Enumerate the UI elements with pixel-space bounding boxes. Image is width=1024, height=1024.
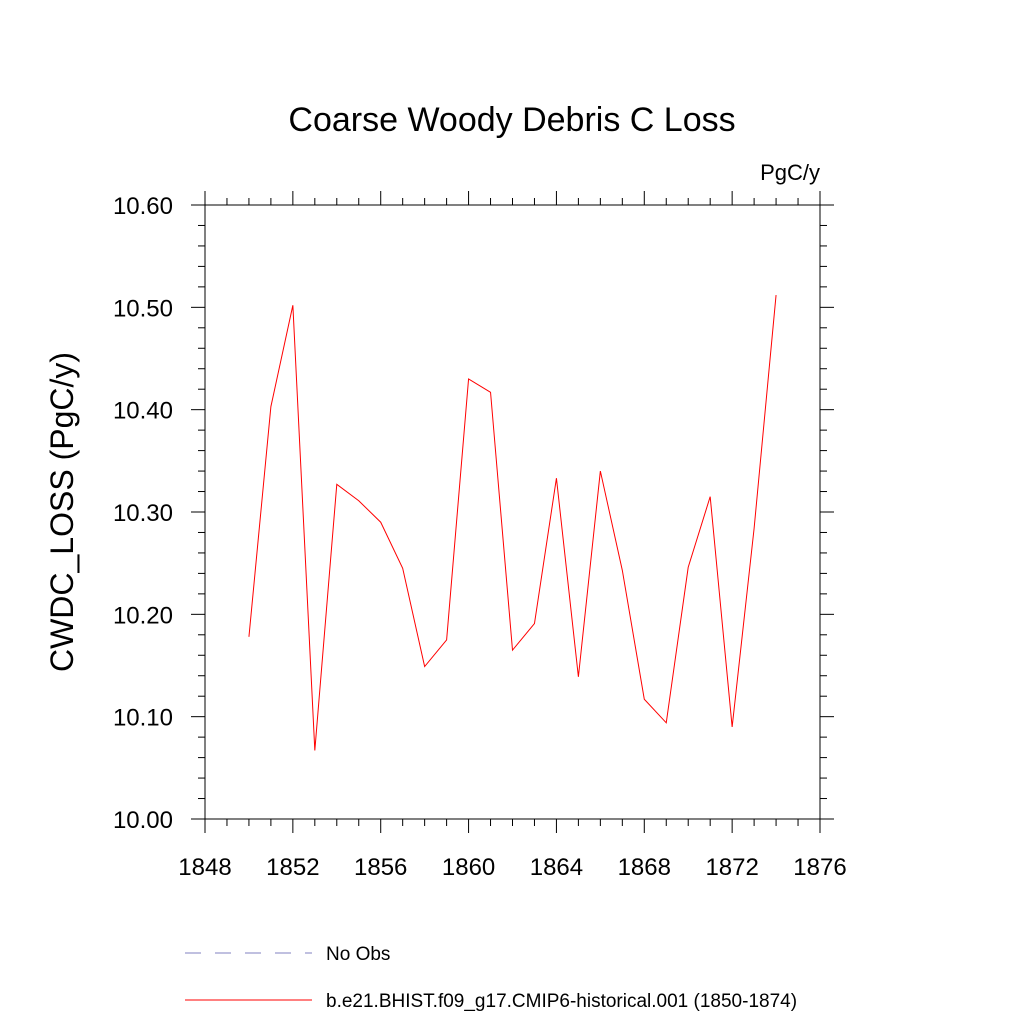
axes: 1848 1852 1856 1860 1864 1868 1872 1876 10.00 10.…: [113, 191, 847, 881]
x-tick-label: 1864: [530, 854, 583, 881]
legend: No Obs b.e21.BHIST.f09_g17.CMIP6-historic…: [185, 944, 797, 1012]
x-tick-label: 1872: [705, 854, 758, 881]
y-tick-label: 10.20: [113, 602, 173, 629]
chart-title: Coarse Woody Debris C Loss: [288, 101, 735, 139]
x-tick-label: 1852: [266, 854, 319, 881]
x-tick-label: 1868: [618, 854, 671, 881]
x-tick-label: 1860: [442, 854, 495, 881]
series-line: [248, 295, 777, 751]
series-group: [248, 295, 777, 751]
y-tick-label: 10.60: [113, 193, 173, 220]
y-tick-label: 10.30: [113, 500, 173, 527]
units-label: PgC/y: [760, 160, 820, 185]
y-tick-label: 10.50: [113, 295, 173, 322]
y-tick-label: 10.40: [113, 398, 173, 425]
legend-label: b.e21.BHIST.f09_g17.CMIP6-historical.001…: [326, 991, 797, 1012]
x-tick-label: 1856: [354, 854, 407, 881]
y-axis-label: CWDC_LOSS (PgC/y): [44, 352, 80, 672]
y-tick-label: 10.00: [113, 807, 173, 834]
y-tick-label: 10.10: [113, 705, 173, 732]
plot-frame: [204, 204, 821, 820]
legend-label: No Obs: [326, 944, 390, 965]
x-tick-label: 1876: [793, 854, 846, 881]
x-tick-label: 1848: [178, 854, 231, 881]
